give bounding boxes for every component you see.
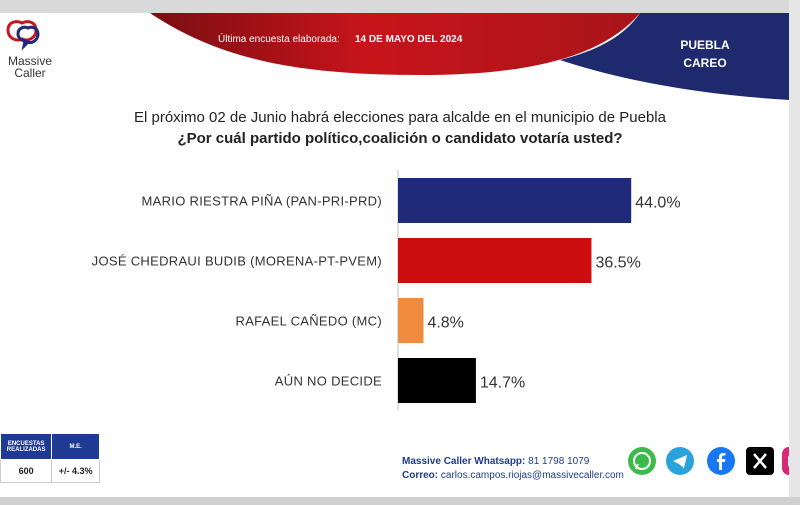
survey-date: 14 DE MAYO DEL 2024 (355, 34, 463, 45)
category-label-1: JOSÉ CHEDRAUI BUDIB (MORENA-PT-PVEM) (92, 254, 382, 269)
stats-header-surveys: ENCUESTAS REALIZADAS (0, 432, 53, 461)
category-label-0: MARIO RIESTRA PIÑA (PAN-PRI-PRD) (142, 194, 383, 209)
survey-stats-table: ENCUESTAS REALIZADAS M.E. 600 +/- 4.3% (0, 432, 100, 483)
stats-header-me: M.E. (51, 432, 100, 461)
bars-group: MARIO RIESTRA PIÑA (PAN-PRI-PRD) 44.0% JOS… (92, 178, 681, 403)
value-label-3: 14.7% (480, 375, 525, 392)
stats-surveys-value: 600 (0, 459, 53, 483)
city-label: PUEBLA (680, 38, 730, 52)
stats-header-surveys-line2: REALIZADAS (6, 446, 46, 453)
red-banner-shape (150, 13, 640, 75)
bottom-border (0, 497, 800, 505)
question-title: ¿Por cuál partido político,coalición o c… (177, 130, 623, 147)
right-edge (789, 0, 800, 505)
bar-2 (398, 298, 424, 343)
category-label-3: AÚN NO DECIDE (275, 374, 382, 389)
email-label: Correo: (402, 470, 439, 481)
survey-date-label: Última encuesta elaborada: (218, 34, 340, 45)
value-label-1: 36.5% (595, 255, 640, 272)
facebook-icon[interactable] (707, 447, 735, 475)
category-label-2: RAFAEL CAÑEDO (MC) (236, 314, 383, 329)
header-banner (6, 13, 790, 100)
top-border (0, 0, 800, 13)
stats-header-surveys-line1: ENCUESTAS (7, 440, 45, 447)
bar-chart: MARIO RIESTRA PIÑA (PAN-PRI-PRD) 44.0% JOS… (92, 170, 681, 410)
whatsapp-number[interactable]: 81 1798 1079 (528, 456, 590, 467)
question-intro: El próximo 02 de Junio habrá elecciones … (133, 109, 666, 126)
bar-0 (398, 178, 632, 223)
email-address[interactable]: carlos.campos.riojas@massivecaller.com (440, 470, 624, 481)
blue-banner-shape (560, 13, 790, 100)
value-label-0: 44.0% (635, 195, 680, 212)
survey-type-label: CAREO (683, 56, 727, 70)
bar-3 (398, 358, 476, 403)
logo-icon (6, 20, 40, 51)
whatsapp-contact: Massive Caller Whatsapp: 81 1798 1079 (402, 456, 589, 467)
email-contact: Correo: carlos.campos.riojas@massivecall… (402, 470, 624, 481)
stats-margin-value: +/- 4.3% (51, 459, 100, 483)
bar-1 (398, 238, 592, 283)
logo-text-massive: Massive (7, 54, 52, 68)
whatsapp-icon[interactable] (628, 447, 656, 475)
x-icon[interactable] (746, 447, 774, 475)
value-label-2: 4.8% (427, 315, 463, 332)
logo-text-caller: Caller (14, 66, 46, 80)
telegram-icon[interactable] (666, 447, 694, 475)
whatsapp-label: Massive Caller Whatsapp: (402, 456, 526, 467)
